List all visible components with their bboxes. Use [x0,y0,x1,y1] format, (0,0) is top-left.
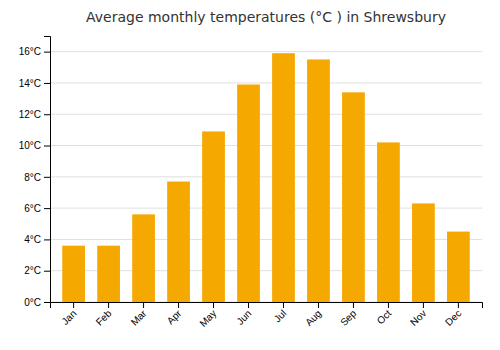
bar [97,246,120,302]
title: Average monthly temperatures (°C ) in Sh… [86,9,446,25]
grid-line [50,82,482,83]
y-tick-mark [44,302,50,303]
grid-line [50,145,482,146]
x-tick-label: Sep [338,307,359,328]
bar [202,131,225,302]
y-tick: 16°C [19,46,50,57]
x-tick-label: Jun [234,308,253,327]
y-tick-label: 14°C [19,78,41,89]
x-tick-mark [108,302,109,308]
x-tick: Oct [375,302,394,326]
y-tick-mark [44,208,50,209]
x-tick: Jun [234,302,253,327]
x-tick: Mar [129,302,149,328]
y-tick: 10°C [19,140,50,151]
y-tick-mark [44,114,50,115]
x-tick-mark [318,302,319,308]
y-tick-label: 4°C [24,234,41,245]
x-tick-mark [213,302,214,308]
grid-line [50,114,482,115]
bar [307,59,330,302]
y-tick-label: 16°C [19,46,41,57]
y-tick: 12°C [19,109,50,120]
y-tick: 0°C [24,297,50,308]
x-tick-label: Jul [272,308,289,325]
bar [342,92,365,302]
y-tick-label: 8°C [24,172,41,183]
x-tick: Aug [303,302,323,328]
bar [377,142,400,302]
x-tick-label: Nov [408,308,428,328]
y-tick-mark [44,83,50,84]
x-tick-mark [423,302,424,308]
bar [412,203,435,302]
y-tick-mark [44,146,50,147]
y-axis: 0°C 2°C 4°C 6°C 8°C 10°C 12°C 14°C 16°C [19,37,51,308]
x-tick-label: Feb [94,307,114,327]
bar [62,246,85,302]
x-tick: Feb [94,302,114,328]
x-tick-mark [458,302,459,308]
y-tick-mark [44,177,50,178]
x-tick-mark [143,302,144,308]
x-tick-mark [283,302,284,308]
y-tick: 14°C [19,78,50,89]
x-tick-label: Mar [129,307,149,327]
y-tick-label: 10°C [19,140,41,151]
x-tick-mark [353,302,354,308]
chart-container: Jan Feb Mar Apr May Jun Jul Aug Sep Oct Nov Dec 0°C 2… [0,0,500,350]
x-tick: Sep [338,302,359,328]
y-tick: 4°C [24,234,50,245]
x-tick-mark [73,302,74,308]
y-axis-line [44,37,51,303]
grid-line [50,176,482,177]
x-tick-label: Jan [59,308,78,327]
x-tick-mark [248,302,249,308]
x-tick-mark [178,302,179,308]
x-tick-label: Dec [443,308,463,328]
x-tick: Apr [165,302,184,326]
x-tick: Nov [408,302,428,328]
x-tick: Jan [59,302,78,327]
y-tick-label: 12°C [19,109,41,120]
y-tick-label: 6°C [24,203,41,214]
x-axis-line [51,303,483,309]
y-tick-mark [44,271,50,272]
x-tick-label: Apr [165,307,184,326]
bar [272,53,295,302]
y-tick-label: 2°C [24,265,41,276]
x-tick-mark [388,302,389,308]
x-tick: Dec [443,302,463,328]
grid [50,52,482,302]
y-tick: 8°C [24,172,50,183]
y-tick-mark [44,239,50,240]
y-tick: 2°C [24,265,50,276]
x-tick: May [197,302,218,329]
bar [447,232,470,302]
x-axis: Jan Feb Mar Apr May Jun Jul Aug Sep Oct Nov Dec [51,302,483,329]
x-tick: Jul [272,302,289,324]
x-tick-label: May [197,308,218,329]
plot-area [62,53,470,302]
bar [167,182,190,302]
grid-line [50,51,482,52]
bar [237,85,260,302]
y-tick-mark [44,52,50,53]
chart-svg: Jan Feb Mar Apr May Jun Jul Aug Sep Oct Nov Dec 0°C 2… [0,0,500,350]
bar [132,214,155,302]
x-tick-label: Aug [303,308,323,328]
y-tick: 6°C [24,203,50,214]
x-tick-label: Oct [375,308,394,327]
y-tick-label: 0°C [24,297,41,308]
